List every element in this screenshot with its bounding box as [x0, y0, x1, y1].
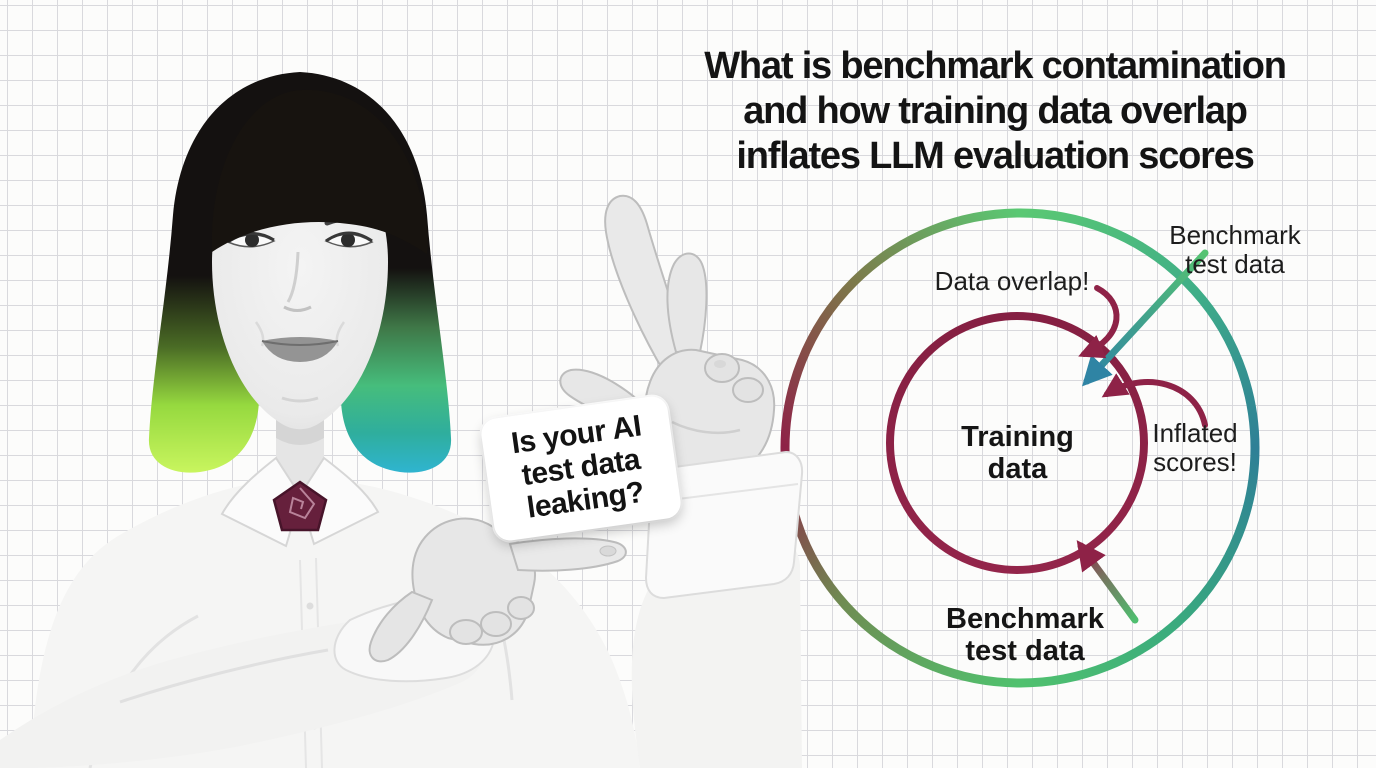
title-line-3: inflates LLM evaluation scores — [736, 135, 1254, 177]
label-line: Benchmark — [1169, 220, 1301, 250]
smile-creases — [254, 321, 346, 347]
curled-finger — [449, 619, 483, 645]
brooch-petal-shape — [272, 480, 328, 532]
shirt-button — [306, 602, 314, 610]
folded-pinky-finger — [732, 377, 764, 403]
palm-crease — [671, 420, 741, 435]
title-line-2: and how training data overlap — [743, 90, 1248, 132]
label-line: Training — [961, 421, 1074, 453]
woman-figure-illustration — [0, 72, 804, 768]
right-eyelid — [325, 231, 373, 243]
title-line-1: What is benchmark contamination — [704, 45, 1287, 87]
folded-ring-finger — [704, 353, 740, 383]
label-line: Benchmark — [946, 603, 1104, 635]
data-overlap-arrow — [1078, 285, 1120, 359]
inner-circle-training-data — [886, 312, 1148, 574]
label-line: scores! — [1153, 447, 1237, 477]
nose-line — [286, 251, 300, 303]
left-iris — [245, 233, 259, 247]
benchmark-bottom-arrow — [1076, 540, 1139, 624]
label-benchmark-test-data-top: Benchmark test data — [1125, 221, 1345, 279]
brooch-spiral — [288, 487, 316, 520]
sleeve-fold — [119, 648, 329, 704]
benchmark-leak-arrow — [1082, 249, 1209, 387]
outer-arc-top-right — [1015, 208, 1260, 453]
speech-sticker: Is your AI test data leaking? — [479, 394, 683, 543]
bangs-fringe — [211, 89, 428, 254]
pointing-arm — [0, 517, 627, 768]
curled-finger — [507, 596, 535, 620]
outer-arc-bottom-right — [1015, 443, 1260, 688]
outer-arc-top-left — [780, 208, 1025, 453]
index-fingernail — [599, 545, 617, 557]
chin-crease — [281, 396, 319, 403]
pointing-thumb — [368, 590, 434, 663]
label-data-overlap: Data overlap! — [902, 267, 1122, 296]
label-training-data: Training data — [930, 421, 1105, 485]
label-line: Data overlap! — [934, 266, 1090, 296]
inflated-scores-arrow — [1101, 373, 1208, 428]
mouth-line — [261, 340, 339, 346]
label-line: Inflated — [1152, 418, 1238, 448]
fingernail — [714, 360, 726, 368]
curled-finger — [480, 611, 512, 637]
label-line: test data — [965, 635, 1085, 667]
rose-brooch — [272, 480, 328, 532]
label-inflated-scores: Inflated scores! — [1130, 419, 1260, 477]
pointing-index-finger — [508, 537, 627, 572]
label-benchmark-test-data-bottom: Benchmark test data — [905, 603, 1145, 667]
index-finger-up — [604, 194, 690, 374]
nose-base — [283, 305, 312, 312]
page-title: What is benchmark contamination and how … — [650, 44, 1340, 179]
right-iris — [341, 233, 355, 247]
bent-middle-finger — [666, 252, 708, 353]
label-line: test data — [1185, 249, 1285, 279]
label-line: data — [987, 453, 1048, 485]
